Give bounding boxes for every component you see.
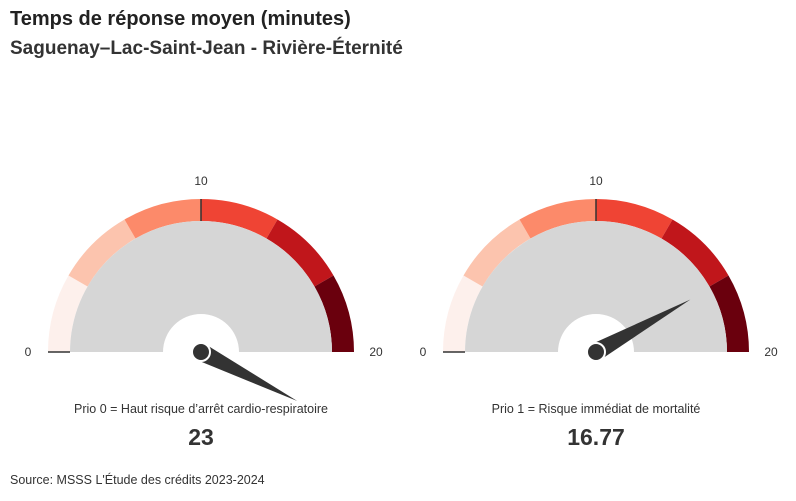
gauge-tick-label: 0 [25, 345, 32, 359]
gauge-band [596, 199, 673, 239]
gauge-band [443, 275, 483, 352]
gauge-tick-label: 10 [194, 174, 208, 188]
gauge-band [661, 219, 729, 287]
chart-subtitle: Saguenay–Lac-Saint-Jean - Rivière-Éterni… [10, 38, 403, 59]
gauge-tick-label: 0 [420, 345, 427, 359]
gauge-band [463, 219, 531, 287]
gauge-caption: Prio 0 = Haut risque d’arrêt cardio-resp… [74, 402, 328, 416]
gauge-band [124, 199, 201, 239]
gauge-band [519, 199, 596, 239]
gauge-inner-arc [70, 221, 332, 352]
gauge-needle [591, 299, 691, 360]
gauge-band [709, 275, 749, 352]
gauge-tick-label: 20 [764, 345, 778, 359]
gauge-band [68, 219, 136, 287]
gauge-band [314, 275, 354, 352]
gauge-needle-hub [191, 342, 211, 362]
gauge-inner-arc [465, 221, 727, 352]
source-note: Source: MSSS L'Étude des crédits 2023-20… [10, 473, 265, 487]
gauge-tick-label: 20 [369, 345, 383, 359]
gauge-band [266, 219, 334, 287]
gauge-prio-0: 0 10 20 Prio 0 = Haut risque d’arrêt cardio… [25, 174, 383, 450]
gauge-value-label: 23 [188, 424, 214, 450]
gauge-band [201, 199, 278, 239]
gauge-caption: Prio 1 = Risque immédiat de mortalité [492, 402, 701, 416]
gauge-value-label: 16.77 [567, 424, 625, 450]
chart-title: Temps de réponse moyen (minutes) [10, 8, 351, 30]
gauge-tick-label: 10 [589, 174, 603, 188]
gauge-prio-1: 0 10 20 Prio 1 = Risque immédiat de mortali… [420, 174, 778, 450]
gauge-needle-hub [586, 342, 606, 362]
gauge-band [48, 275, 88, 352]
gauge-needle [196, 343, 298, 402]
